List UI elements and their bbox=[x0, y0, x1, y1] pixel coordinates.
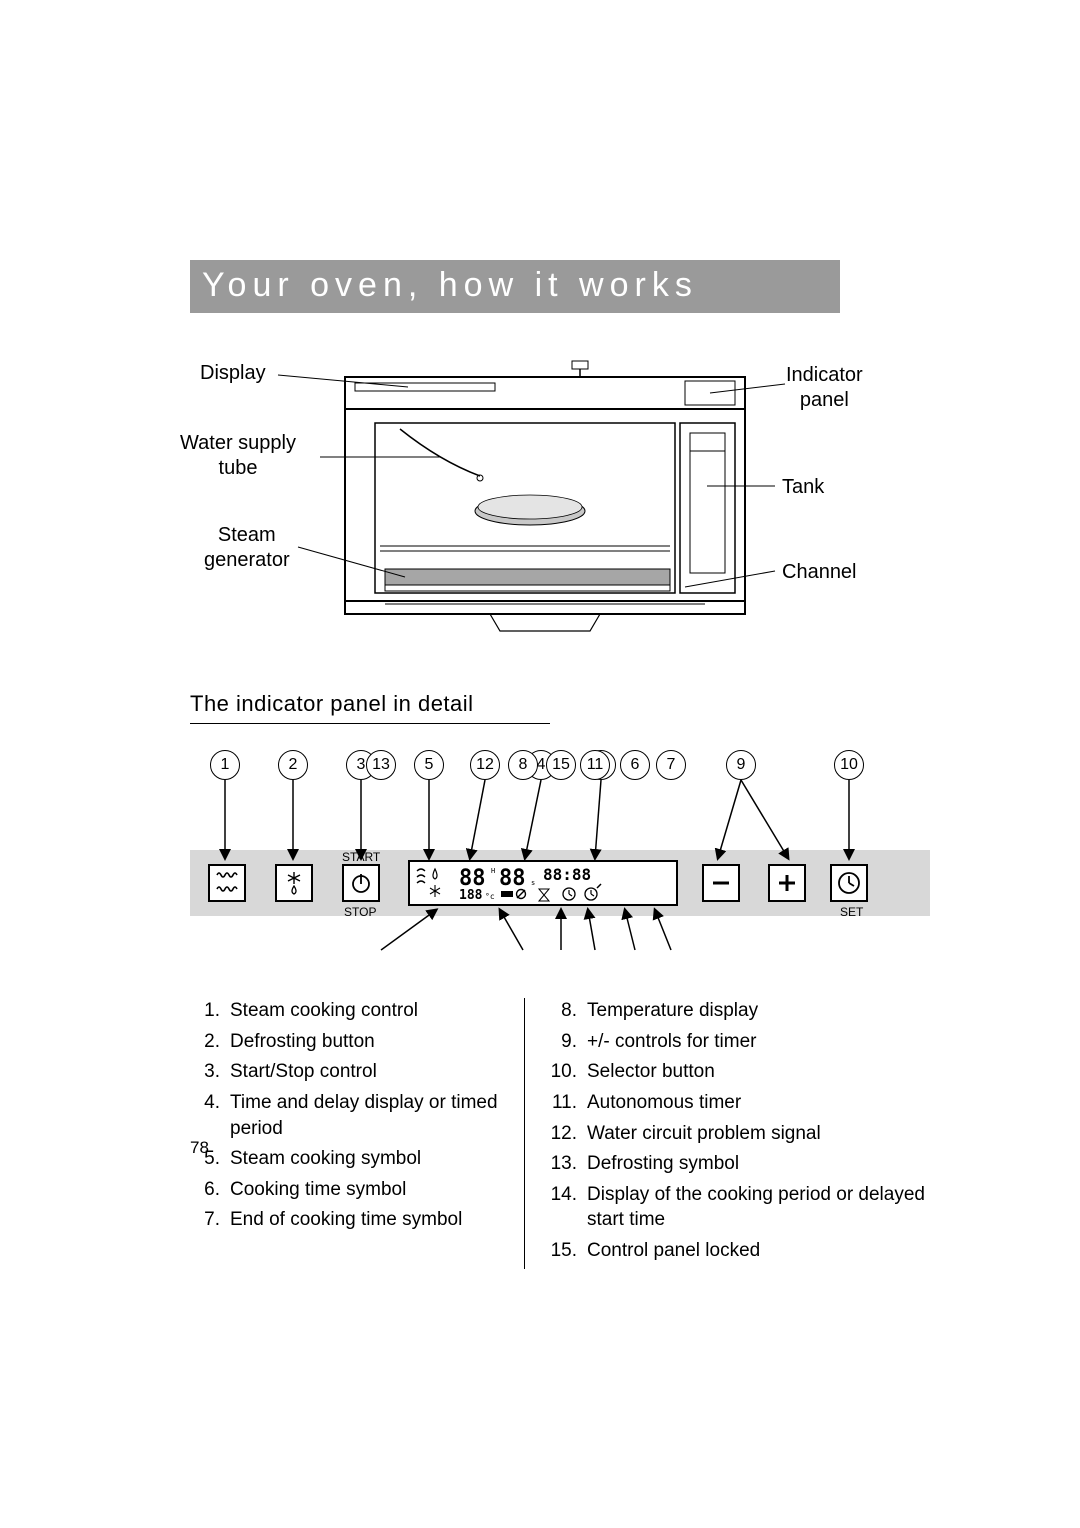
legend-item: 9.+/- controls for timer bbox=[547, 1029, 929, 1055]
page-title: Your oven, how it works bbox=[190, 260, 840, 313]
legend-item: 13.Defrosting symbol bbox=[547, 1151, 929, 1177]
legend: 1.Steam cooking control 2.Defrosting but… bbox=[190, 998, 930, 1269]
label-indicator-panel: Indicator panel bbox=[786, 363, 863, 413]
defrost-button[interactable] bbox=[275, 864, 313, 902]
selector-button[interactable] bbox=[830, 864, 868, 902]
legend-item: 3.Start/Stop control bbox=[190, 1059, 520, 1085]
clock-icon bbox=[836, 870, 862, 896]
svg-text:88: 88 bbox=[499, 866, 526, 891]
legend-item: 1.Steam cooking control bbox=[190, 998, 520, 1024]
legend-item: 10.Selector button bbox=[547, 1059, 929, 1085]
stop-label: STOP bbox=[344, 905, 376, 919]
indicator-panel-diagram: 1 2 3 5 12 4 14 9 10 13 8 15 11 6 7 bbox=[190, 750, 930, 990]
legend-item: 12.Water circuit problem signal bbox=[547, 1121, 929, 1147]
legend-left-col: 1.Steam cooking control 2.Defrosting but… bbox=[190, 998, 520, 1269]
steam-icon bbox=[213, 869, 241, 897]
svg-text:s: s bbox=[531, 879, 535, 887]
label-steam-gen: Steam generator bbox=[204, 523, 290, 573]
legend-divider bbox=[524, 998, 525, 1269]
minus-button[interactable] bbox=[702, 864, 740, 902]
set-label: SET bbox=[840, 905, 863, 919]
legend-item: 11.Autonomous timer bbox=[547, 1090, 929, 1116]
steam-cooking-button[interactable] bbox=[208, 864, 246, 902]
legend-item: 14.Display of the cooking period or dela… bbox=[547, 1182, 929, 1233]
label-display: Display bbox=[200, 361, 266, 386]
legend-item: 7.End of cooking time symbol bbox=[190, 1207, 520, 1233]
subheading-underline bbox=[190, 723, 550, 724]
plus-icon bbox=[776, 872, 798, 894]
legend-right-col: 8.Temperature display 9.+/- controls for… bbox=[529, 998, 929, 1269]
subheading: The indicator panel in detail bbox=[190, 691, 930, 717]
plus-button[interactable] bbox=[768, 864, 806, 902]
legend-item: 8.Temperature display bbox=[547, 998, 929, 1024]
start-label: START bbox=[342, 850, 380, 864]
svg-text:°c: °c bbox=[485, 892, 495, 901]
legend-item: 5.Steam cooking symbol bbox=[190, 1146, 520, 1172]
legend-item: 4.Time and delay display or timed period bbox=[190, 1090, 520, 1141]
page-number: 78 bbox=[190, 1138, 209, 1158]
start-stop-button[interactable] bbox=[342, 864, 380, 902]
snowflake-drop-icon bbox=[281, 870, 307, 896]
svg-text:188: 188 bbox=[459, 888, 483, 903]
display-svg: 88 H 88 s 88:88 188 °c bbox=[411, 863, 675, 903]
legend-item: 6.Cooking time symbol bbox=[190, 1177, 520, 1203]
minus-icon bbox=[710, 872, 732, 894]
power-icon bbox=[349, 871, 373, 895]
label-tank: Tank bbox=[782, 475, 824, 500]
legend-item: 15.Control panel locked bbox=[547, 1238, 929, 1264]
svg-text:88:88: 88:88 bbox=[543, 865, 591, 884]
label-channel: Channel bbox=[782, 560, 857, 585]
svg-text:H: H bbox=[491, 867, 495, 875]
manual-page: Your oven, how it works bbox=[0, 0, 1080, 1528]
legend-item: 2.Defrosting button bbox=[190, 1029, 520, 1055]
display-window: 88 H 88 s 88:88 188 °c bbox=[408, 860, 678, 906]
label-water-tube: Water supply tube bbox=[180, 431, 296, 481]
oven-diagram: Display Water supply tube Steam generato… bbox=[190, 351, 930, 671]
